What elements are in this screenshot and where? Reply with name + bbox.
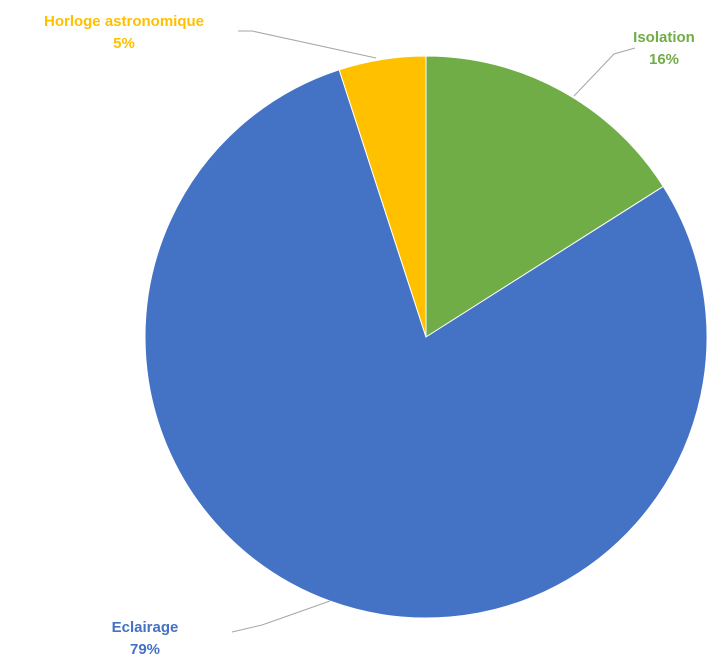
- slice-label-isolation: Isolation: [633, 29, 695, 46]
- leader-line-horloge-astronomique: [238, 30, 377, 59]
- slice-percent-isolation: 16%: [649, 51, 679, 68]
- leader-line-eclairage: [231, 600, 331, 633]
- pie-slice-horloge-astronomique: [338, 55, 427, 338]
- slice-percent-eclairage: 79%: [130, 641, 160, 658]
- pie-slice-eclairage: [144, 69, 708, 619]
- pie-slice-isolation: [425, 55, 664, 338]
- slice-percent-horloge-astronomique: 5%: [113, 35, 135, 52]
- leader-line-isolation: [573, 47, 636, 97]
- slice-label-horloge-astronomique: Horloge astronomique: [44, 13, 204, 30]
- slice-label-eclairage: Eclairage: [112, 619, 179, 636]
